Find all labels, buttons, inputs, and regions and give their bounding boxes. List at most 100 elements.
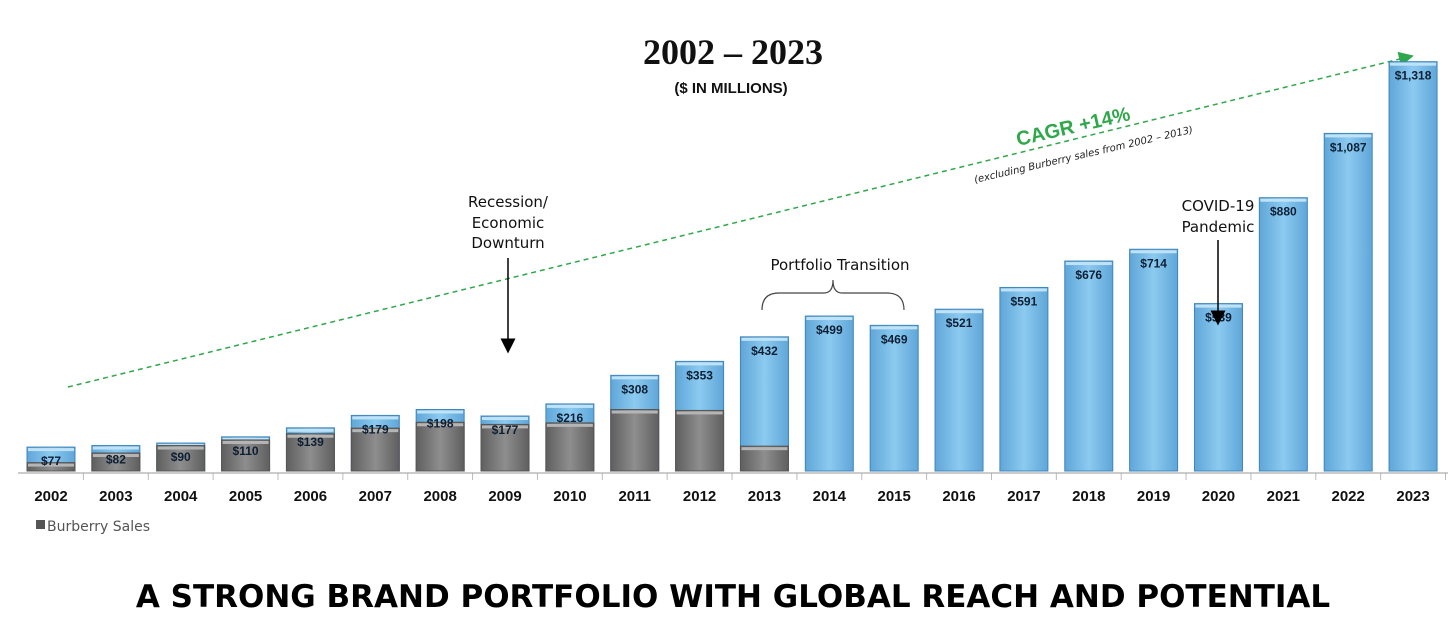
bar-highlight-2002 [28,448,74,452]
data-label-2017: $591 [1011,294,1038,308]
data-label-2005: $110 [233,444,259,458]
data-label-2015: $469 [881,332,908,346]
bar-highlight-2013 [741,337,788,341]
x-tick-2014: 2014 [813,488,847,505]
legend-swatch-burberry [36,520,45,529]
bar-burberry-2006 [285,433,335,472]
x-tick-2011: 2011 [618,488,651,505]
x-tick-2009: 2009 [488,488,521,505]
portfolio-transition-brace [761,279,905,311]
bar-burberry-highlight-2010 [546,423,593,427]
bar-total-2021 [1258,197,1308,472]
bar-highlight-2012 [676,362,723,366]
x-tick-2008: 2008 [423,488,456,505]
data-label-2004: $90 [171,450,191,464]
bar-burberry-2005 [221,439,271,472]
bar-highlight-2003 [92,446,139,450]
portfolio-transition-annotation: Portfolio Transition [770,256,909,274]
bar-burberry-highlight-2012 [676,411,723,415]
x-tick-2002: 2002 [34,488,67,505]
x-tick-2006: 2006 [294,488,327,505]
bar-highlight-2016 [936,310,983,314]
data-label-2023: $1,318 [1395,69,1432,83]
bar-highlight-2014 [806,317,853,321]
data-label-2018: $676 [1075,268,1102,282]
x-tick-2017: 2017 [1007,488,1040,505]
bar-highlight-2022 [1325,134,1372,138]
data-label-2014: $499 [816,323,843,337]
legend-label-burberry: Burberry Sales [47,519,150,535]
bar-total-2019 [1129,248,1179,472]
recession-annotation-line-2: Economic [472,214,545,232]
bar-highlight-2009 [482,417,529,421]
x-tick-2010: 2010 [553,488,586,505]
bar-burberry-highlight-2013 [741,447,788,451]
chart-subtitle: ($ IN MILLIONS) [674,80,787,97]
bar-highlight-2021 [1260,198,1307,202]
data-label-2007: $179 [362,422,389,436]
x-tick-2015: 2015 [877,488,910,505]
bar-total-2022 [1323,132,1373,472]
data-label-2011: $308 [621,382,648,396]
data-label-2019: $714 [1140,256,1167,270]
bar-burberry-2011 [610,409,660,472]
x-tick-2016: 2016 [942,488,975,505]
data-label-2003: $82 [106,453,126,467]
x-tick-2022: 2022 [1332,488,1365,505]
bar-highlight-2008 [417,410,464,414]
bar-total-2023 [1388,61,1438,472]
x-tick-2005: 2005 [229,488,262,505]
bar-burberry-2008 [415,421,465,472]
bar-highlight-2019 [1130,250,1177,254]
bar-burberry-2010 [545,422,595,472]
bar-highlight-2017 [1000,288,1047,292]
bar-burberry-2003 [91,452,141,472]
bar-total-2015 [869,324,919,472]
data-label-2016: $521 [946,316,973,330]
recession-annotation-line-1: Recession/ [468,193,549,211]
bar-total-2017 [999,286,1049,472]
bars-group: $77 $82 $90 $110 $139 $179 $198 $177 $216 $308 $35… [26,61,1438,472]
x-tick-2018: 2018 [1072,488,1105,505]
bar-highlight-2011 [611,376,658,380]
bar-total-2016 [934,308,984,472]
x-tick-2021: 2021 [1267,488,1300,505]
bar-highlight-2018 [1065,262,1112,266]
x-tick-2019: 2019 [1137,488,1170,505]
bar-burberry-highlight-2011 [611,410,658,414]
bar-burberry-highlight-2006 [287,434,334,438]
chart-title: 2002 – 2023 [643,32,823,72]
data-label-2010: $216 [557,411,584,425]
bar-highlight-2005 [222,437,269,441]
x-tick-2007: 2007 [359,488,392,505]
data-label-2008: $198 [427,417,454,431]
bar-burberry-2009 [480,423,530,472]
data-label-2012: $353 [686,368,713,382]
data-label-2013: $432 [751,344,778,358]
bar-highlight-2007 [352,416,399,420]
bar-total-2018 [1064,260,1114,472]
bar-burberry-2002 [26,462,76,472]
bar-burberry-2004 [156,445,206,472]
covid-annotation-line-1: COVID-19 [1182,197,1255,215]
bar-burberry-highlight-2002 [28,463,74,467]
bar-total-2020 [1193,303,1243,472]
x-tick-2004: 2004 [164,488,198,505]
data-label-2022: $1,087 [1330,140,1367,154]
covid-annotation-line-2: Pandemic [1182,218,1255,236]
bar-total-2014 [804,315,854,472]
x-axis-ticks: 2002 2003 2004 2005 2006 2007 2008 2009 2010 2011… [34,473,1446,505]
bar-burberry-highlight-2009 [482,425,529,429]
bar-burberry-2007 [350,427,400,472]
bar-highlight-2015 [871,326,918,330]
bar-burberry-highlight-2007 [352,429,399,433]
bar-highlight-2010 [546,404,593,408]
x-tick-2003: 2003 [99,488,132,505]
bar-burberry-highlight-2005 [222,440,269,444]
bar-burberry-2013 [739,445,789,472]
data-label-2002: $77 [41,454,61,468]
recession-annotation-line-3: Downturn [471,234,544,252]
footer-tagline: A STRONG BRAND PORTFOLIO WITH GLOBAL REA… [136,579,1330,615]
x-tick-2023: 2023 [1396,488,1429,505]
